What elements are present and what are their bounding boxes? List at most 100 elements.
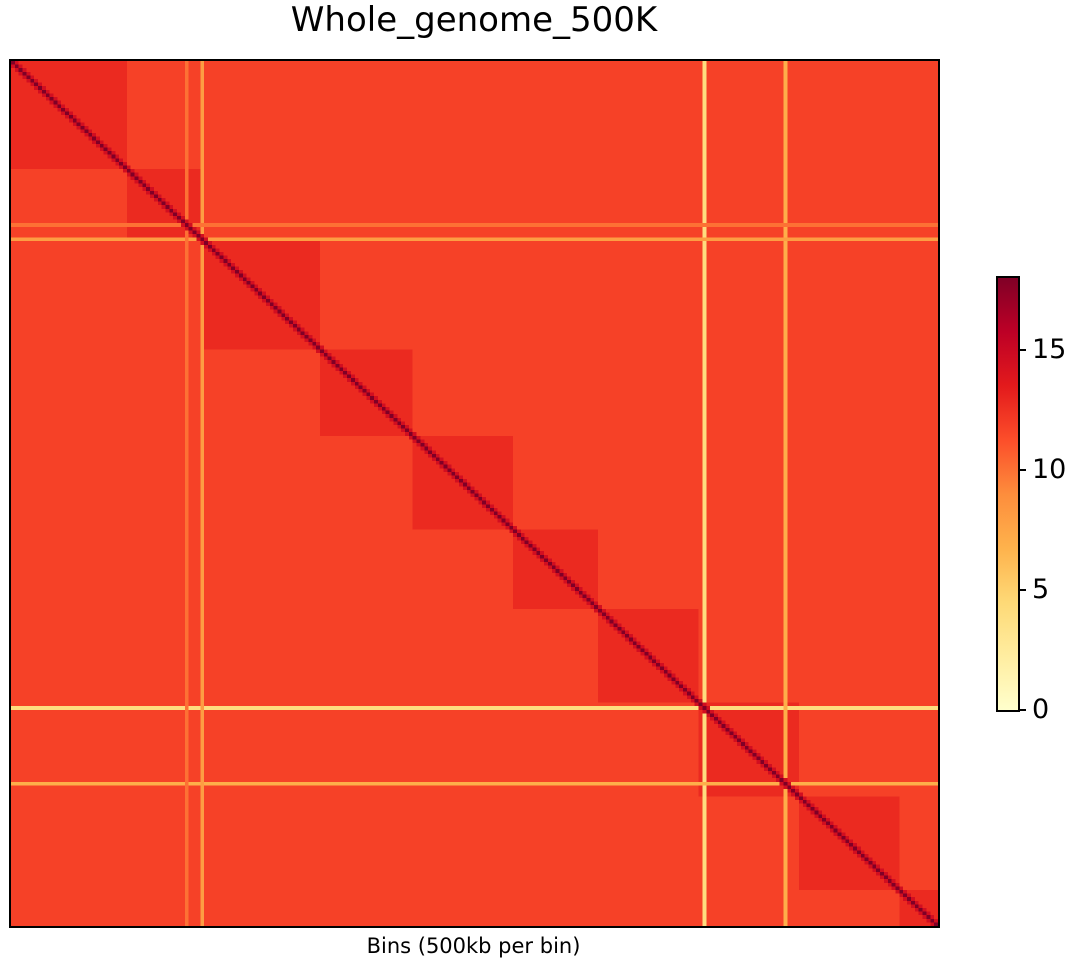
heatmap-near-diagonal-cell: [609, 623, 614, 627]
heatmap-near-diagonal-cell: [242, 280, 247, 285]
heatmap-near-diagonal-cell: [717, 716, 722, 721]
heatmap-near-diagonal-cell: [586, 601, 591, 606]
heatmap-near-diagonal-cell: [41, 93, 46, 98]
heatmap-near-diagonal-cell: [30, 82, 35, 87]
heatmap-diagonal-cell: [659, 666, 664, 671]
heatmap-near-diagonal-cell: [408, 428, 413, 433]
heatmap-near-diagonal-cell: [177, 212, 181, 216]
heatmap-diagonal-cell: [760, 760, 765, 764]
heatmap-diagonal-cell: [95, 140, 100, 144]
heatmap-diagonal-cell: [103, 147, 108, 152]
heatmap-near-diagonal-cell: [250, 288, 255, 292]
heatmap-diagonal-cell: [822, 817, 826, 822]
heatmap-near-diagonal-cell: [752, 756, 757, 761]
heatmap-diagonal-cell: [119, 161, 124, 166]
heatmap-diagonal-cell: [107, 151, 112, 155]
heatmap-diagonal-cell: [358, 385, 363, 389]
heatmap-near-diagonal-cell: [694, 695, 699, 699]
heatmap-near-diagonal-cell: [389, 410, 394, 415]
heatmap-near-diagonal-cell: [632, 644, 637, 649]
heatmap-near-diagonal-cell: [914, 907, 919, 912]
heatmap-diagonal-cell: [161, 201, 166, 206]
heatmap-diagonal-cell: [853, 846, 857, 851]
heatmap-diagonal-cell: [841, 835, 846, 840]
heatmap-diagonal-cell: [439, 461, 444, 465]
heatmap-near-diagonal-cell: [841, 839, 846, 844]
heatmap-diagonal-cell: [354, 381, 359, 386]
heatmap-diagonal-cell: [84, 129, 89, 134]
heatmap-near-diagonal-cell: [845, 843, 850, 847]
heatmap-diagonal-cell: [304, 334, 309, 339]
heatmap-near-diagonal-cell: [791, 785, 796, 790]
heatmap-diagonal-cell: [644, 652, 649, 656]
heatmap-near-diagonal-cell: [184, 226, 189, 231]
heatmap-diagonal-cell: [536, 551, 541, 555]
heatmap-near-diagonal-cell: [922, 915, 927, 919]
heatmap-near-diagonal-cell: [536, 547, 541, 552]
heatmap-near-diagonal-cell: [327, 352, 332, 357]
heatmap-near-diagonal-cell: [783, 785, 788, 790]
heatmap-diagonal-cell: [818, 814, 823, 818]
heatmap-near-diagonal-cell: [374, 396, 378, 400]
heatmap-near-diagonal-cell: [99, 147, 104, 152]
heatmap-near-diagonal-cell: [883, 879, 888, 883]
heatmap-near-diagonal-cell: [34, 79, 39, 83]
heatmap-diagonal-cell: [215, 252, 220, 256]
heatmap-near-diagonal-cell: [123, 161, 127, 166]
heatmap-near-diagonal-cell: [509, 529, 514, 534]
heatmap-near-diagonal-cell: [594, 608, 599, 613]
heatmap-near-diagonal-cell: [528, 547, 533, 552]
heatmap-near-diagonal-cell: [764, 767, 769, 772]
heatmap-near-diagonal-cell: [922, 907, 927, 912]
heatmap-near-diagonal-cell: [640, 644, 645, 649]
heatmap-diagonal-cell: [903, 893, 908, 898]
heatmap-diagonal-cell: [115, 158, 120, 162]
heatmap-near-diagonal-cell: [366, 396, 371, 400]
heatmap-diagonal-cell: [111, 154, 116, 159]
heatmap-near-diagonal-cell: [327, 360, 332, 364]
heatmap-diagonal-cell: [802, 799, 807, 804]
heatmap-near-diagonal-cell: [509, 522, 514, 526]
heatmap-diagonal-cell: [868, 861, 873, 865]
heatmap-diagonal-cell: [308, 338, 313, 343]
heatmap-near-diagonal-cell: [574, 590, 579, 595]
heatmap-diagonal-cell: [710, 713, 714, 717]
heatmap-near-diagonal-cell: [76, 118, 81, 123]
heatmap-near-diagonal-cell: [161, 205, 166, 209]
heatmap-diagonal-cell: [146, 187, 151, 191]
heatmap-near-diagonal-cell: [605, 612, 610, 617]
heatmap-near-diagonal-cell: [207, 241, 212, 245]
heatmap-diagonal-cell: [656, 662, 660, 667]
heatmap-near-diagonal-cell: [671, 673, 676, 678]
heatmap-diagonal-cell: [262, 295, 266, 299]
heatmap-near-diagonal-cell: [474, 489, 479, 494]
heatmap-near-diagonal-cell: [895, 882, 900, 887]
heatmap-near-diagonal-cell: [26, 71, 31, 76]
heatmap-diagonal-cell: [432, 453, 436, 458]
heatmap-near-diagonal-cell: [335, 360, 340, 364]
heatmap-diagonal-cell: [609, 619, 614, 624]
heatmap-near-diagonal-cell: [930, 922, 935, 926]
heatmap-diagonal-cell: [385, 410, 390, 415]
heatmap-diagonal-cell: [45, 93, 50, 98]
heatmap-diagonal-cell: [435, 457, 440, 462]
heatmap-diagonal-cell: [667, 673, 672, 678]
heatmap-diagonal-cell: [34, 82, 39, 87]
heatmap-near-diagonal-cell: [273, 302, 278, 307]
heatmap-near-diagonal-cell: [366, 388, 371, 393]
heatmap-diagonal-cell: [231, 266, 236, 271]
heatmap-near-diagonal-cell: [741, 745, 745, 750]
heatmap-near-diagonal-cell: [269, 306, 274, 310]
heatmap-near-diagonal-cell: [667, 677, 672, 681]
heatmap-diagonal-cell: [300, 331, 305, 335]
heatmap-near-diagonal-cell: [752, 749, 757, 753]
heatmap-diagonal-cell: [489, 507, 494, 512]
heatmap-near-diagonal-cell: [22, 75, 27, 80]
heatmap-near-diagonal-cell: [733, 731, 738, 735]
heatmap-near-diagonal-cell: [331, 356, 336, 361]
heatmap-diagonal-cell: [551, 565, 556, 570]
heatmap-near-diagonal-cell: [617, 630, 622, 635]
heatmap-near-diagonal-cell: [68, 118, 73, 123]
heatmap-diagonal-cell: [571, 583, 575, 588]
heatmap-near-diagonal-cell: [204, 237, 208, 242]
